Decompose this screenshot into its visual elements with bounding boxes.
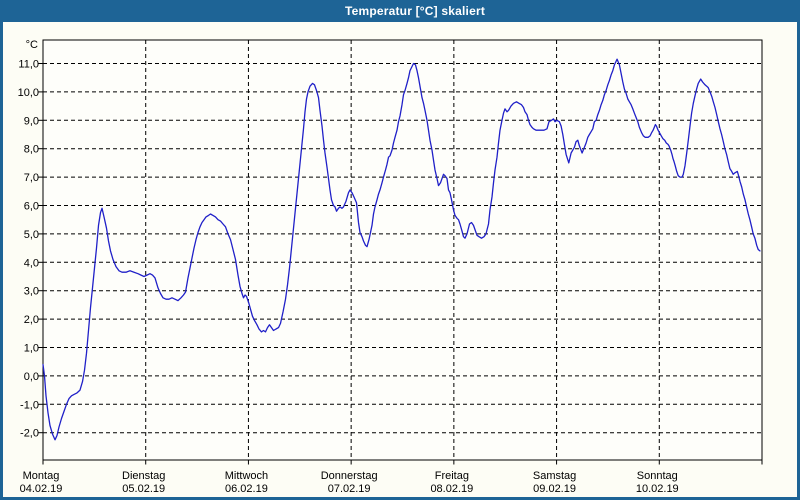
plot-background: [43, 40, 762, 460]
y-tick-label: 2,0: [24, 314, 39, 326]
day-date-label: 06.02.19: [225, 483, 268, 495]
y-tick-label: 7,0: [24, 172, 39, 184]
y-tick-label: 3,0: [24, 286, 39, 298]
y-tick-label: 9,0: [24, 115, 39, 127]
day-date-label: 04.02.19: [20, 483, 63, 495]
day-name-label: Mittwoch: [225, 470, 268, 482]
y-tick-label: 6,0: [24, 201, 39, 213]
y-axis-unit-label: °C: [26, 39, 38, 51]
day-date-label: 05.02.19: [122, 483, 165, 495]
day-date-label: 08.02.19: [430, 483, 473, 495]
window-titlebar[interactable]: Temperatur [°C] skaliert: [3, 0, 797, 22]
y-tick-label: 8,0: [24, 144, 39, 156]
day-date-label: 07.02.19: [328, 483, 371, 495]
plot-frame: [42, 39, 763, 461]
y-tick-label: 11,0: [18, 59, 39, 71]
y-tick-label: 5,0: [24, 229, 39, 241]
y-tick-label: 1,0: [24, 343, 39, 355]
y-tick-label: 10,0: [18, 87, 39, 99]
day-name-label: Montag: [23, 470, 60, 482]
y-tick-label: -1,0: [20, 399, 39, 411]
y-tick-label: 4,0: [24, 257, 39, 269]
day-date-label: 09.02.19: [533, 483, 576, 495]
y-tick-label: 0,0: [24, 371, 39, 383]
day-date-label: 10.02.19: [636, 483, 679, 495]
y-tick-label: -2,0: [20, 428, 39, 440]
day-name-label: Freitag: [435, 470, 469, 482]
day-name-label: Dienstag: [122, 470, 165, 482]
day-name-label: Sonntag: [637, 470, 678, 482]
day-name-label: Samstag: [533, 470, 576, 482]
day-name-label: Donnerstag: [321, 470, 378, 482]
window-title: Temperatur [°C] skaliert: [344, 4, 486, 18]
temperature-line: [42, 58, 761, 441]
